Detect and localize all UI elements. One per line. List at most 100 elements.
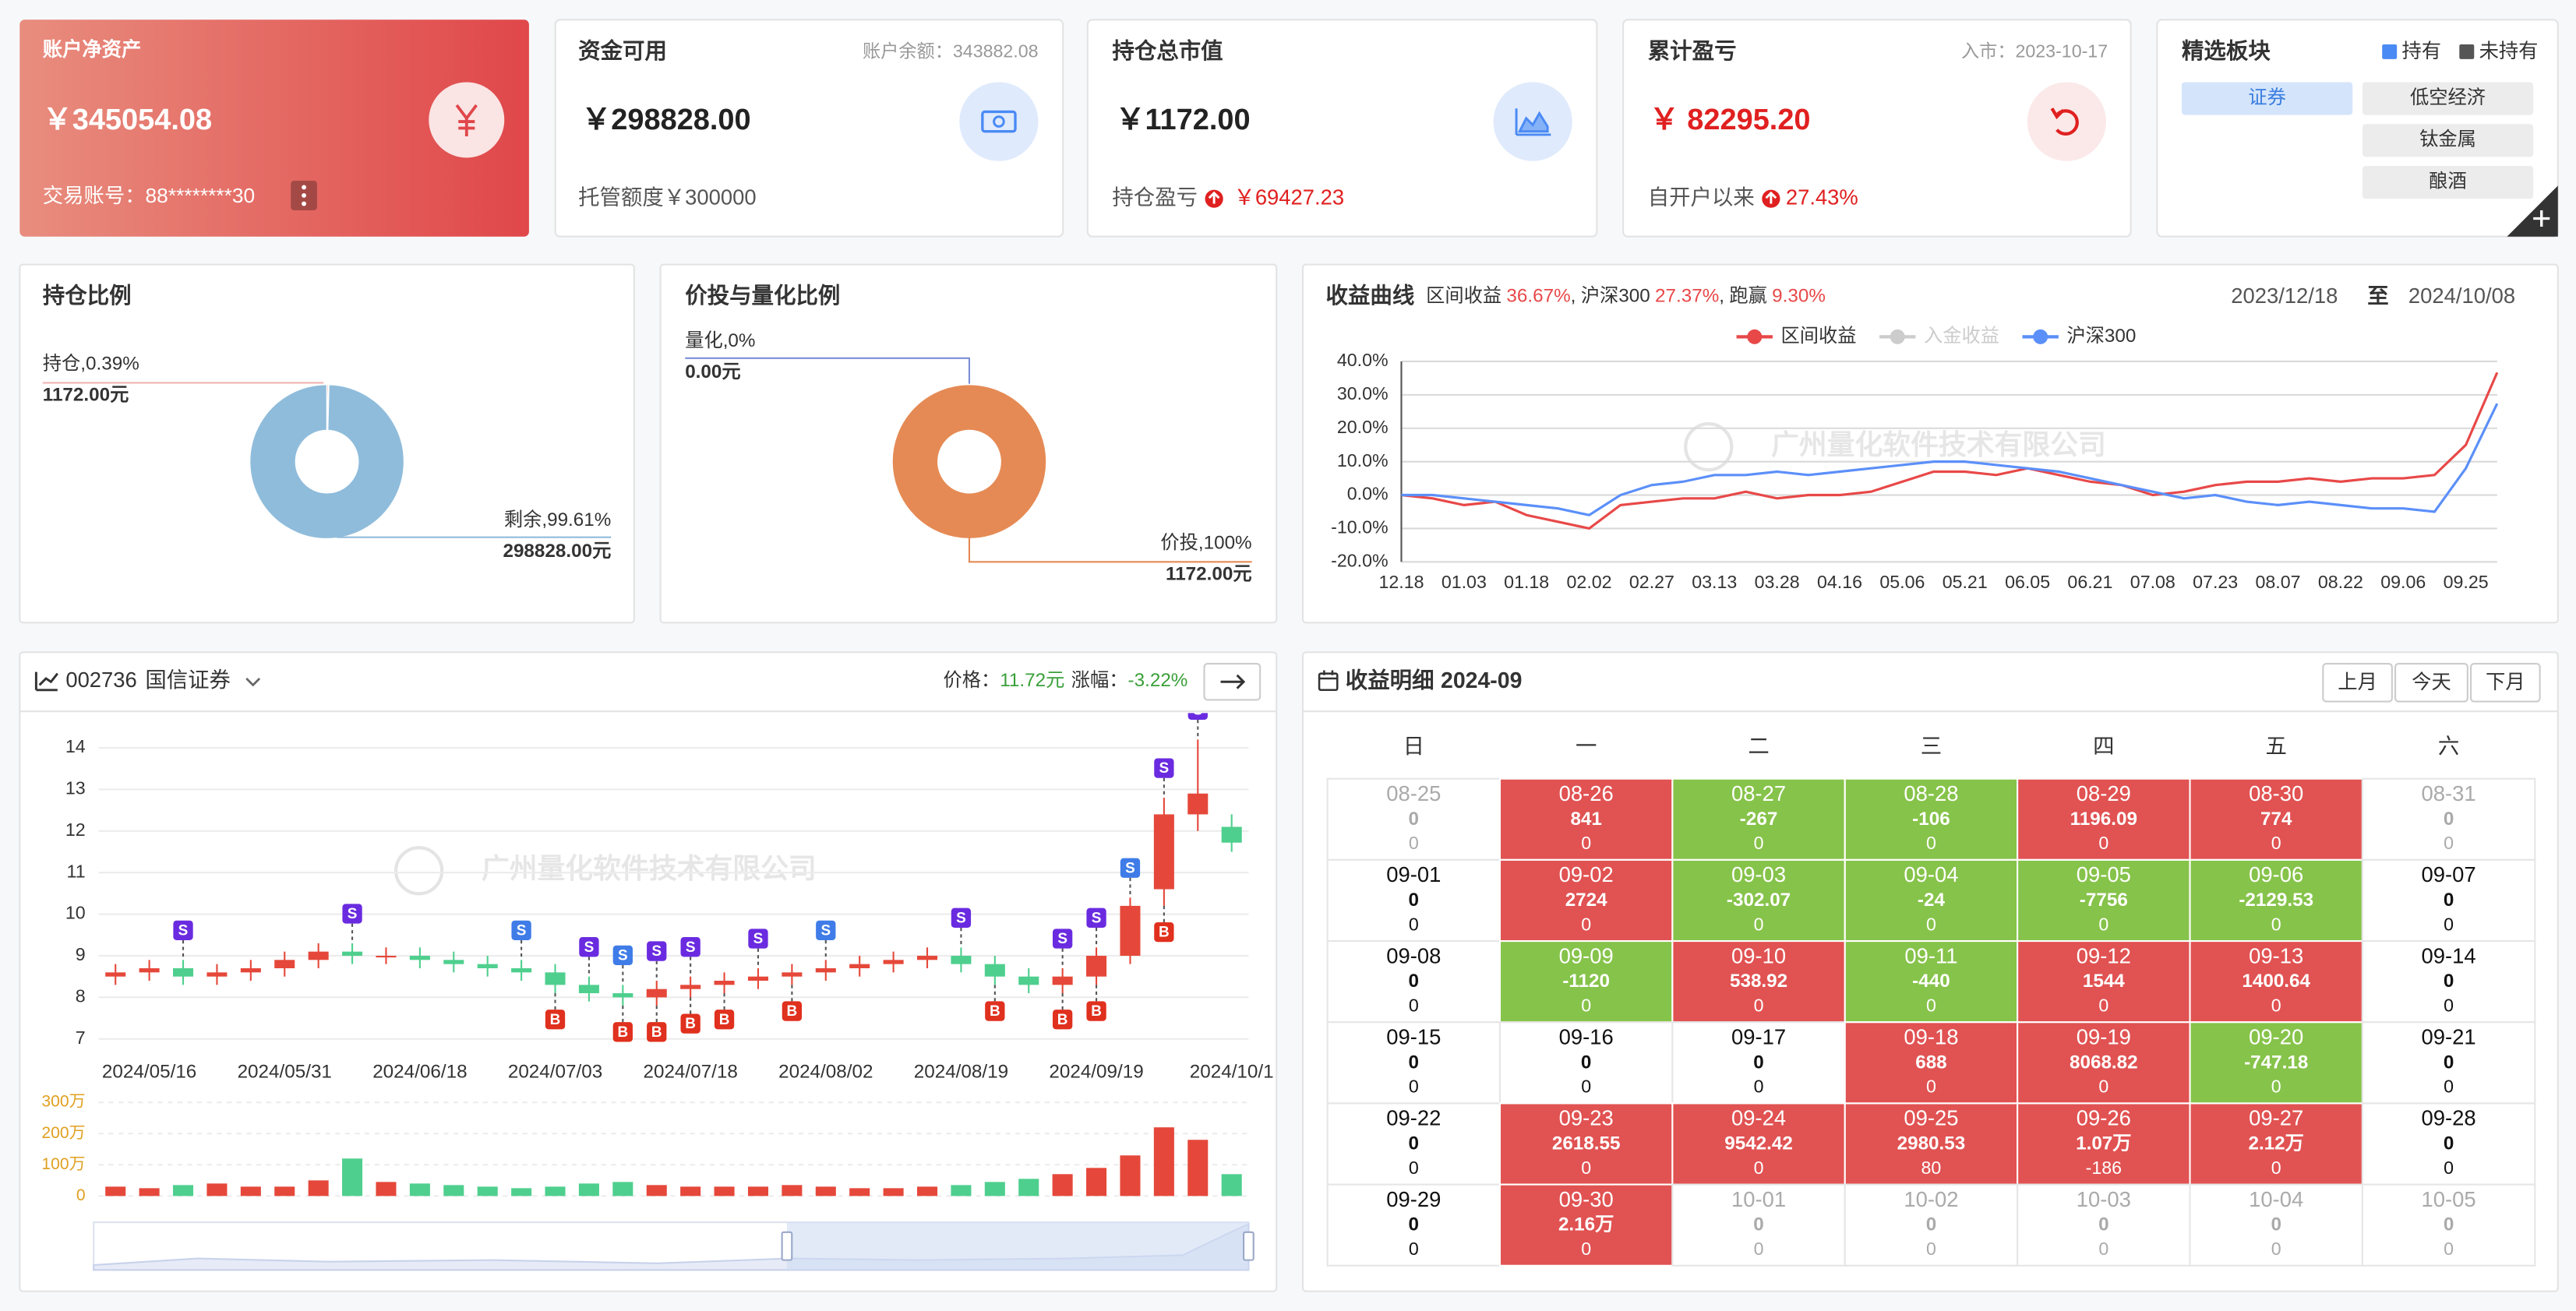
day-cell[interactable] [1671, 1183, 1846, 1267]
day-cell[interactable] [2361, 1183, 2536, 1267]
nav-button[interactable] [2322, 662, 2393, 703]
day-profit: -24 [1918, 890, 1946, 911]
volume-bar [646, 1185, 667, 1196]
card-bg [1086, 19, 1598, 238]
volume-bar [612, 1182, 633, 1196]
sector-chip[interactable] [2181, 82, 2353, 115]
day-cell[interactable] [1844, 858, 2019, 943]
stat-value: 27.37% [1655, 286, 1719, 307]
day-cell[interactable] [2189, 1021, 2363, 1105]
day-profit: 0 [1409, 971, 1419, 992]
day-date: 09-30 [1559, 1187, 1614, 1211]
day-cell[interactable] [1498, 1102, 1674, 1186]
day-cell[interactable] [1844, 1021, 2019, 1105]
day-cell[interactable] [2017, 1021, 2191, 1105]
chart-icon [1493, 82, 1572, 161]
volume-bar [1120, 1155, 1141, 1196]
day-extra: 0 [1754, 996, 1764, 1016]
sector-chip[interactable] [2362, 166, 2534, 199]
candle-body [274, 960, 295, 968]
day-cell[interactable] [2361, 1021, 2536, 1105]
sector-chip[interactable] [2362, 82, 2534, 115]
nav-button-label[interactable]: 下月 [2486, 671, 2525, 693]
day-date: 09-22 [1386, 1106, 1441, 1130]
sell-label: S [517, 922, 527, 939]
legend-label[interactable]: 持有 [2402, 41, 2442, 62]
day-cell[interactable] [2189, 1183, 2363, 1267]
y-tick-label: 0.0% [1347, 484, 1389, 504]
day-cell[interactable] [1671, 777, 1846, 861]
day-cell[interactable] [2361, 858, 2536, 943]
day-date: 09-05 [2077, 862, 2131, 886]
symbol-dropdown-caret[interactable] [245, 678, 261, 687]
day-cell[interactable] [1326, 777, 1501, 861]
day-cell[interactable] [1671, 1021, 1846, 1105]
day-cell[interactable] [1498, 777, 1674, 861]
sector-chip[interactable] [2362, 124, 2534, 157]
volume-bar [1086, 1168, 1107, 1196]
volume-bar [443, 1185, 464, 1196]
watermark: 广州量化软件技术有限公司 [1771, 429, 2106, 460]
data-zoom-slider[interactable] [93, 1221, 1254, 1271]
volume-bar [1052, 1174, 1073, 1196]
day-cell[interactable] [1844, 777, 2019, 861]
legend-label[interactable]: 区间收益 [1781, 326, 1857, 347]
legend-label[interactable]: 沪深300 [2066, 326, 2136, 347]
nav-button-label[interactable]: 今天 [2412, 671, 2451, 693]
day-date: 08-27 [1731, 781, 1786, 805]
day-date: 09-08 [1386, 943, 1441, 967]
day-extra: 0 [2271, 914, 2281, 934]
volume-bar [1018, 1179, 1039, 1196]
sell-marker [1154, 758, 1174, 778]
change-label: 涨幅： [1071, 671, 1128, 692]
day-cell[interactable] [1498, 939, 1674, 1024]
day-cell[interactable] [1498, 1183, 1674, 1267]
sell-marker [748, 929, 768, 949]
candle-body [680, 985, 701, 989]
card-bg [1622, 19, 2132, 238]
x-tick-label: 2024/10/1 [1190, 1062, 1274, 1083]
day-profit: -302.07 [1727, 890, 1791, 911]
more-button[interactable] [291, 180, 317, 210]
sell-marker [612, 945, 633, 966]
candle-body [376, 955, 397, 958]
x-tick-label: 06.21 [2067, 572, 2112, 592]
legend-label[interactable]: 未持有 [2479, 41, 2539, 62]
day-cell[interactable] [1326, 1183, 1501, 1267]
buy-label: B [617, 1024, 628, 1041]
legend-label[interactable]: 入金收益 [1924, 326, 1999, 347]
day-cell[interactable] [2189, 939, 2363, 1024]
x-tick-label: 03.28 [1755, 572, 1800, 592]
day-cell[interactable] [1326, 1021, 1501, 1105]
day-cell[interactable] [2017, 1102, 2191, 1186]
x-tick-label: 02.02 [1567, 572, 1612, 592]
kline-plot: 2024/05/16 2024/05/31 2024/06/18 2024/07/03… [98, 713, 1274, 1083]
add-corner[interactable] [2507, 185, 2558, 237]
day-cell[interactable] [1326, 858, 1501, 943]
nav-button[interactable] [2470, 662, 2541, 703]
x-tick-label: 2024/06/18 [372, 1062, 467, 1083]
calendar-name: 收益明细 [1346, 668, 1434, 693]
day-cell[interactable] [1671, 858, 1846, 943]
day-cell[interactable] [2189, 1102, 2363, 1186]
buy-label: B [685, 1016, 696, 1032]
sell-label: S [1092, 910, 1102, 926]
day-cell[interactable] [2017, 858, 2191, 943]
day-cell[interactable] [2017, 1183, 2191, 1267]
day-extra: 0 [2271, 1239, 2281, 1259]
x-tick-label: 05.21 [1943, 572, 1988, 592]
day-profit: 0 [1409, 1214, 1419, 1235]
nav-button[interactable] [2394, 662, 2468, 703]
x-tick-label: 09.06 [2380, 572, 2426, 592]
day-profit: 0 [1581, 1052, 1591, 1073]
day-date: 08-31 [2422, 781, 2476, 805]
volume-bar [511, 1188, 532, 1196]
day-cell[interactable] [2361, 777, 2536, 861]
day-cell[interactable] [2361, 1102, 2536, 1186]
day-cell[interactable] [1844, 1183, 2019, 1267]
x-tick-label: 2024/07/18 [643, 1062, 737, 1083]
nav-button-label[interactable]: 上月 [2338, 671, 2377, 693]
expand-button[interactable] [1203, 662, 1262, 701]
up-arrow-icon [1205, 189, 1223, 208]
day-cell[interactable] [2361, 939, 2536, 1024]
